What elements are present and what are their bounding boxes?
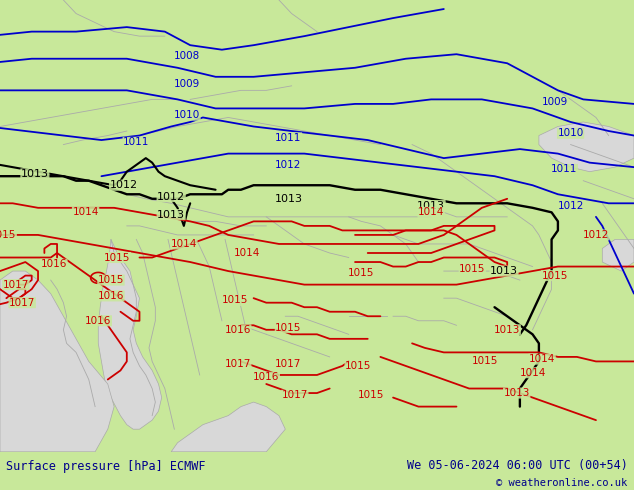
Text: 1011: 1011 xyxy=(551,165,578,174)
Text: 1014: 1014 xyxy=(234,248,261,258)
Text: 1013: 1013 xyxy=(490,266,518,276)
Text: 1013: 1013 xyxy=(21,169,49,179)
Polygon shape xyxy=(171,402,285,452)
Text: 1014: 1014 xyxy=(171,239,197,249)
Text: 1008: 1008 xyxy=(174,51,200,61)
Text: 1011: 1011 xyxy=(275,133,302,143)
Text: 1016: 1016 xyxy=(98,291,124,301)
Text: 1009: 1009 xyxy=(541,97,568,107)
Text: 1013: 1013 xyxy=(417,200,445,211)
Text: 1015: 1015 xyxy=(472,356,498,367)
Text: 1017: 1017 xyxy=(275,359,302,368)
Text: 1015: 1015 xyxy=(459,264,486,274)
Text: Surface pressure [hPa] ECMWF: Surface pressure [hPa] ECMWF xyxy=(6,460,206,473)
Text: 1017: 1017 xyxy=(281,391,308,400)
Text: 1011: 1011 xyxy=(123,137,150,147)
Polygon shape xyxy=(98,240,162,429)
Text: 1015: 1015 xyxy=(221,295,248,305)
Text: 1015: 1015 xyxy=(0,230,16,240)
Polygon shape xyxy=(0,271,114,452)
Text: 1016: 1016 xyxy=(41,259,67,270)
Text: 1017: 1017 xyxy=(3,280,29,290)
Text: 1014: 1014 xyxy=(529,354,555,364)
Text: 1017: 1017 xyxy=(9,298,36,308)
Text: We 05-06-2024 06:00 UTC (00+54): We 05-06-2024 06:00 UTC (00+54) xyxy=(407,459,628,472)
Text: 1013: 1013 xyxy=(157,210,185,220)
Text: 1012: 1012 xyxy=(110,180,138,190)
Text: 1014: 1014 xyxy=(519,368,546,378)
Text: 1015: 1015 xyxy=(358,391,384,400)
Text: 1015: 1015 xyxy=(275,322,302,333)
Text: 1013: 1013 xyxy=(275,194,302,204)
Polygon shape xyxy=(602,240,634,271)
Text: 1010: 1010 xyxy=(557,128,584,138)
Text: 1016: 1016 xyxy=(85,316,112,326)
Text: 1015: 1015 xyxy=(348,269,375,278)
Polygon shape xyxy=(539,122,634,172)
Text: 1015: 1015 xyxy=(541,270,568,281)
Text: 1017: 1017 xyxy=(224,359,251,368)
Text: 1012: 1012 xyxy=(557,200,584,211)
Text: 1014: 1014 xyxy=(418,207,444,218)
Text: 1013: 1013 xyxy=(494,325,521,335)
Text: 1016: 1016 xyxy=(253,372,280,382)
Text: 1013: 1013 xyxy=(503,388,530,398)
Text: 1015: 1015 xyxy=(104,252,131,263)
Text: 1015: 1015 xyxy=(98,275,124,285)
Text: 1012: 1012 xyxy=(583,230,609,240)
Text: 1009: 1009 xyxy=(174,78,200,89)
Text: 1012: 1012 xyxy=(275,160,302,170)
Text: 1012: 1012 xyxy=(157,192,185,201)
Text: © weatheronline.co.uk: © weatheronline.co.uk xyxy=(496,478,628,488)
Text: 1014: 1014 xyxy=(72,207,99,218)
Text: 1016: 1016 xyxy=(224,325,251,335)
Text: 1015: 1015 xyxy=(345,361,372,371)
Text: 1010: 1010 xyxy=(174,110,200,120)
